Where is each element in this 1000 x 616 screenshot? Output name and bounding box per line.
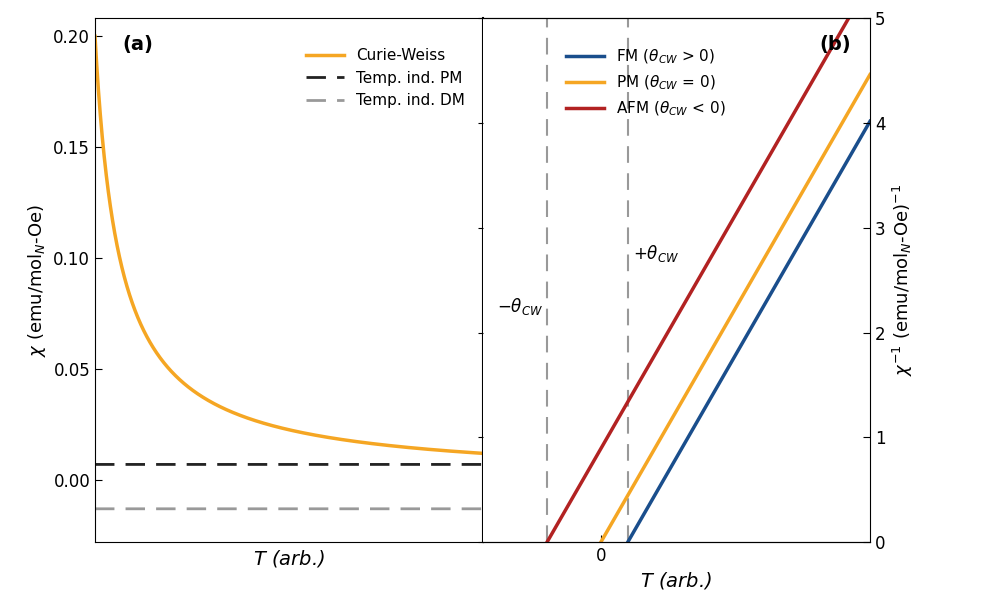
Temp. ind. PM	[427, 461, 439, 468]
Text: $+\theta_{CW}$: $+\theta_{CW}$	[633, 243, 679, 264]
Curie-Weiss	[156, 357, 168, 364]
Temp. ind. PM	[477, 461, 489, 468]
PM ($\theta_{CW}$ = 0)	[604, 522, 616, 530]
X-axis label: $T$ (arb.): $T$ (arb.)	[640, 570, 712, 591]
Temp. ind. DM	[156, 505, 168, 513]
Temp. ind. PM	[254, 461, 266, 468]
FM ($\theta_{CW}$ > 0)	[700, 402, 712, 410]
Legend: FM ($\theta_{CW}$ > 0), PM ($\theta_{CW}$ = 0), AFM ($\theta_{CW}$ < 0): FM ($\theta_{CW}$ > 0), PM ($\theta_{CW}…	[560, 42, 732, 124]
PM ($\theta_{CW}$ = 0)	[658, 429, 670, 436]
PM ($\theta_{CW}$ = 0)	[733, 299, 745, 306]
AFM ($\theta_{CW}$ < 0)	[666, 321, 678, 328]
Curie-Weiss	[477, 450, 489, 457]
Temp. ind. DM	[469, 505, 481, 513]
PM ($\theta_{CW}$ = 0)	[602, 526, 614, 533]
PM ($\theta_{CW}$ = 0)	[864, 71, 876, 78]
Line: AFM ($\theta_{CW}$ < 0): AFM ($\theta_{CW}$ < 0)	[547, 0, 870, 542]
AFM ($\theta_{CW}$ < 0)	[817, 59, 829, 66]
PM ($\theta_{CW}$ = 0)	[595, 538, 607, 546]
FM ($\theta_{CW}$ > 0)	[792, 243, 804, 250]
Text: $-\theta_{CW}$: $-\theta_{CW}$	[497, 296, 543, 317]
Text: (b): (b)	[820, 35, 851, 54]
Temp. ind. PM	[133, 461, 145, 468]
Curie-Weiss	[133, 317, 145, 325]
Temp. ind. DM	[89, 505, 101, 513]
AFM ($\theta_{CW}$ < 0)	[829, 38, 841, 45]
Curie-Weiss	[254, 418, 266, 426]
Temp. ind. PM	[238, 461, 250, 468]
PM ($\theta_{CW}$ = 0)	[738, 290, 750, 298]
Temp. ind. DM	[238, 505, 250, 513]
Temp. ind. DM	[477, 505, 489, 513]
Temp. ind. DM	[133, 505, 145, 513]
Curie-Weiss	[427, 446, 439, 453]
AFM ($\theta_{CW}$ < 0)	[804, 81, 816, 89]
Y-axis label: $\chi$ (emu/mol$_N$-Oe): $\chi$ (emu/mol$_N$-Oe)	[26, 204, 48, 357]
Temp. ind. DM	[254, 505, 266, 513]
X-axis label: $T$ (arb.): $T$ (arb.)	[253, 548, 325, 569]
FM ($\theta_{CW}$ > 0)	[622, 538, 634, 546]
FM ($\theta_{CW}$ > 0)	[704, 396, 716, 403]
Curie-Weiss	[469, 449, 481, 456]
Y-axis label: $\chi^{-1}$ (emu/mol$_N$-Oe)$^{-1}$: $\chi^{-1}$ (emu/mol$_N$-Oe)$^{-1}$	[891, 184, 915, 376]
Line: FM ($\theta_{CW}$ > 0): FM ($\theta_{CW}$ > 0)	[628, 121, 870, 542]
FM ($\theta_{CW}$ > 0)	[819, 195, 831, 203]
FM ($\theta_{CW}$ > 0)	[864, 118, 876, 125]
Text: (a): (a)	[122, 35, 153, 54]
Curie-Weiss	[238, 413, 250, 420]
PM ($\theta_{CW}$ = 0)	[740, 286, 752, 294]
Temp. ind. PM	[156, 461, 168, 468]
Temp. ind. DM	[427, 505, 439, 513]
Temp. ind. PM	[469, 461, 481, 468]
Curie-Weiss	[89, 33, 101, 40]
Line: PM ($\theta_{CW}$ = 0): PM ($\theta_{CW}$ = 0)	[601, 75, 870, 542]
Legend: Curie-Weiss, Temp. ind. PM, Temp. ind. DM: Curie-Weiss, Temp. ind. PM, Temp. ind. D…	[299, 42, 471, 115]
Temp. ind. PM	[89, 461, 101, 468]
FM ($\theta_{CW}$ > 0)	[686, 427, 698, 434]
Line: Curie-Weiss: Curie-Weiss	[95, 36, 483, 453]
AFM ($\theta_{CW}$ < 0)	[541, 538, 553, 546]
FM ($\theta_{CW}$ > 0)	[716, 375, 728, 382]
AFM ($\theta_{CW}$ < 0)	[721, 225, 733, 233]
AFM ($\theta_{CW}$ < 0)	[548, 527, 560, 534]
